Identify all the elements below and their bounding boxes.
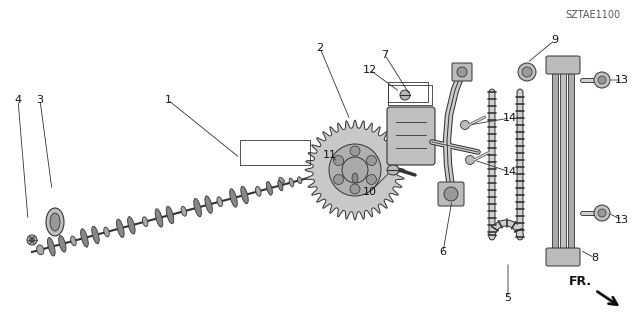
Text: 13: 13 bbox=[615, 75, 629, 85]
Ellipse shape bbox=[217, 197, 223, 206]
Text: 6: 6 bbox=[440, 247, 447, 257]
Ellipse shape bbox=[47, 238, 55, 256]
Circle shape bbox=[594, 72, 610, 88]
Ellipse shape bbox=[46, 208, 64, 236]
Circle shape bbox=[329, 144, 381, 196]
Ellipse shape bbox=[127, 217, 135, 234]
FancyBboxPatch shape bbox=[546, 248, 580, 266]
Circle shape bbox=[594, 205, 610, 221]
FancyBboxPatch shape bbox=[546, 56, 580, 74]
Ellipse shape bbox=[70, 236, 76, 246]
Ellipse shape bbox=[205, 196, 212, 213]
Circle shape bbox=[598, 76, 606, 84]
Ellipse shape bbox=[50, 213, 60, 231]
Text: 14: 14 bbox=[503, 167, 517, 177]
Text: 7: 7 bbox=[381, 50, 388, 60]
Text: 14: 14 bbox=[503, 113, 517, 123]
Circle shape bbox=[367, 156, 376, 165]
Ellipse shape bbox=[155, 209, 163, 227]
Text: 13: 13 bbox=[615, 215, 629, 225]
Text: FR.: FR. bbox=[568, 275, 591, 288]
Ellipse shape bbox=[465, 156, 474, 164]
Ellipse shape bbox=[36, 245, 44, 255]
Text: 9: 9 bbox=[552, 35, 559, 45]
Ellipse shape bbox=[289, 178, 294, 187]
Ellipse shape bbox=[143, 217, 148, 227]
Circle shape bbox=[457, 67, 467, 77]
Text: 5: 5 bbox=[504, 293, 511, 303]
Ellipse shape bbox=[230, 189, 237, 207]
Circle shape bbox=[444, 187, 458, 201]
Ellipse shape bbox=[81, 229, 88, 247]
Ellipse shape bbox=[387, 165, 399, 175]
Ellipse shape bbox=[181, 206, 186, 216]
Circle shape bbox=[350, 146, 360, 156]
Text: 1: 1 bbox=[164, 95, 172, 105]
Ellipse shape bbox=[461, 121, 470, 130]
Ellipse shape bbox=[266, 181, 273, 195]
Ellipse shape bbox=[255, 187, 261, 196]
Ellipse shape bbox=[29, 237, 35, 243]
Ellipse shape bbox=[298, 177, 302, 184]
Bar bbox=[568, 65, 574, 260]
Text: 3: 3 bbox=[36, 95, 44, 105]
Ellipse shape bbox=[400, 90, 410, 100]
Circle shape bbox=[342, 157, 368, 183]
Text: 12: 12 bbox=[363, 65, 377, 75]
Text: SZTAE1100: SZTAE1100 bbox=[565, 10, 620, 20]
Ellipse shape bbox=[278, 180, 283, 191]
Bar bbox=[560, 65, 566, 260]
Ellipse shape bbox=[92, 226, 99, 244]
Circle shape bbox=[333, 174, 344, 185]
Text: 8: 8 bbox=[591, 253, 598, 263]
Polygon shape bbox=[305, 120, 405, 220]
FancyBboxPatch shape bbox=[452, 63, 472, 81]
Ellipse shape bbox=[352, 173, 358, 183]
Ellipse shape bbox=[59, 236, 66, 252]
Circle shape bbox=[367, 174, 376, 185]
Ellipse shape bbox=[241, 186, 248, 204]
Bar bbox=[552, 65, 558, 260]
Circle shape bbox=[518, 63, 536, 81]
Ellipse shape bbox=[279, 177, 285, 183]
Ellipse shape bbox=[27, 235, 37, 245]
Ellipse shape bbox=[104, 227, 109, 237]
Circle shape bbox=[522, 67, 532, 77]
Text: 4: 4 bbox=[15, 95, 22, 105]
Circle shape bbox=[333, 156, 344, 165]
Circle shape bbox=[598, 209, 606, 217]
Text: 11: 11 bbox=[323, 150, 337, 160]
FancyBboxPatch shape bbox=[387, 107, 435, 165]
Text: 2: 2 bbox=[316, 43, 324, 53]
Ellipse shape bbox=[194, 198, 202, 217]
Ellipse shape bbox=[116, 219, 124, 237]
Circle shape bbox=[350, 184, 360, 194]
FancyBboxPatch shape bbox=[438, 182, 464, 206]
Text: 10: 10 bbox=[363, 187, 377, 197]
Ellipse shape bbox=[166, 206, 173, 224]
